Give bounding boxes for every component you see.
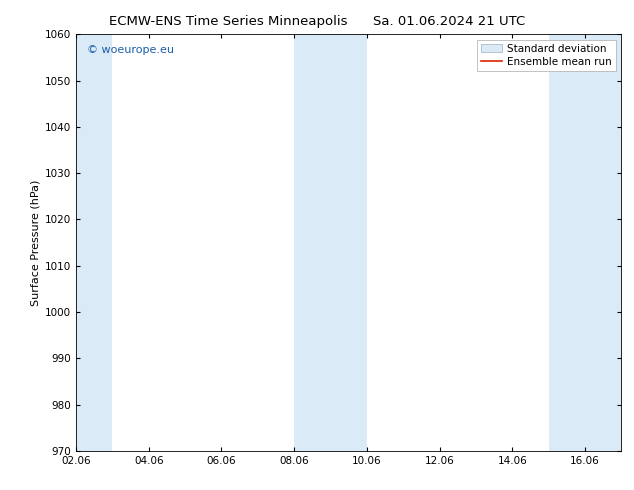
Bar	[294, 34, 367, 451]
Bar	[76, 34, 112, 451]
Text: ECMW-ENS Time Series Minneapolis      Sa. 01.06.2024 21 UTC: ECMW-ENS Time Series Minneapolis Sa. 01.…	[109, 15, 525, 28]
Y-axis label: Surface Pressure (hPa): Surface Pressure (hPa)	[31, 179, 41, 306]
Legend: Standard deviation, Ensemble mean run: Standard deviation, Ensemble mean run	[477, 40, 616, 71]
Text: © woeurope.eu: © woeurope.eu	[87, 45, 174, 55]
Bar	[548, 34, 621, 451]
